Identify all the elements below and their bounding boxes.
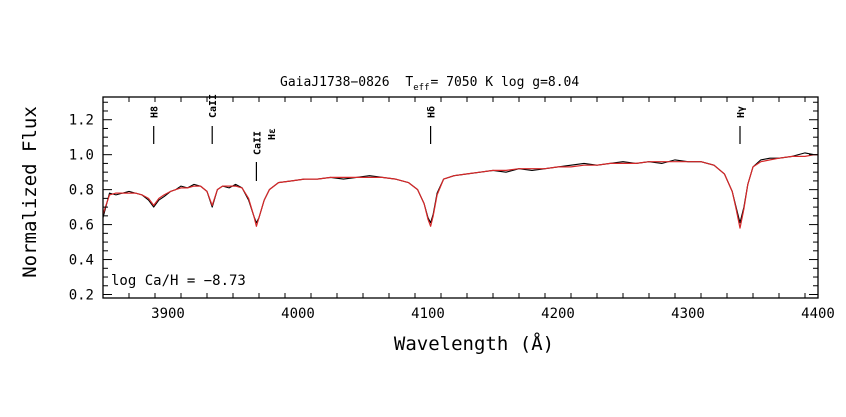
x-tick-label: 4100 [411,306,445,322]
title-teff-sub: eff [413,83,429,93]
svg-text:GaiaJ1738−0826 Teff= 705: GaiaJ1738−0826 Teff= 7050 K log g=8.04 [280,75,579,93]
title-teff-symbol: T [405,75,413,90]
y-tick-label: 0.4 [69,253,94,269]
line-marker-label: CaII [252,131,263,155]
abundance-annotation: log Ca/H = −8.73 [111,273,246,289]
axis-ticks: 3900 4000 4100 4200 4300 4400 0.2 0.4 0.6 0.8 1.0 1… [69,97,835,322]
chart-title: GaiaJ1738−0826 Teff= 7050 K log g=8.04 [280,75,579,93]
x-tick-label: 4400 [801,306,835,322]
y-tick-label: 0.2 [69,288,94,304]
x-tick-label: 3900 [151,306,185,322]
line-marker-label: Hγ [736,106,747,118]
title-teff-rest: = 7050 K log g=8.04 [431,75,580,90]
x-tick-label: 4000 [281,306,315,322]
observed-spectrum-line [102,152,818,224]
title-object: GaiaJ1738−0826 [280,75,390,90]
y-axis-label: Normalized Flux [19,106,41,278]
y-tick-label: 0.6 [69,218,94,234]
y-tick-label: 1.2 [69,113,94,129]
x-tick-label: 4300 [671,306,705,322]
x-axis-label: Wavelength (Å) [394,332,554,355]
line-marker-label: Hδ [427,106,438,118]
line-marker-label: Hε [267,128,278,140]
y-tick-label: 1.0 [69,148,94,164]
line-markers: H8 CaII CaII Hε Hδ Hγ [150,94,747,181]
line-marker-label: CaII [208,94,219,118]
plot-frame [102,96,819,299]
plot-frame-rect [102,96,819,299]
x-tick-label: 4200 [541,306,575,322]
y-tick-label: 0.8 [69,183,94,199]
series-group [102,152,818,229]
model-spectrum-line [102,154,818,229]
line-marker-label: H8 [150,106,161,118]
